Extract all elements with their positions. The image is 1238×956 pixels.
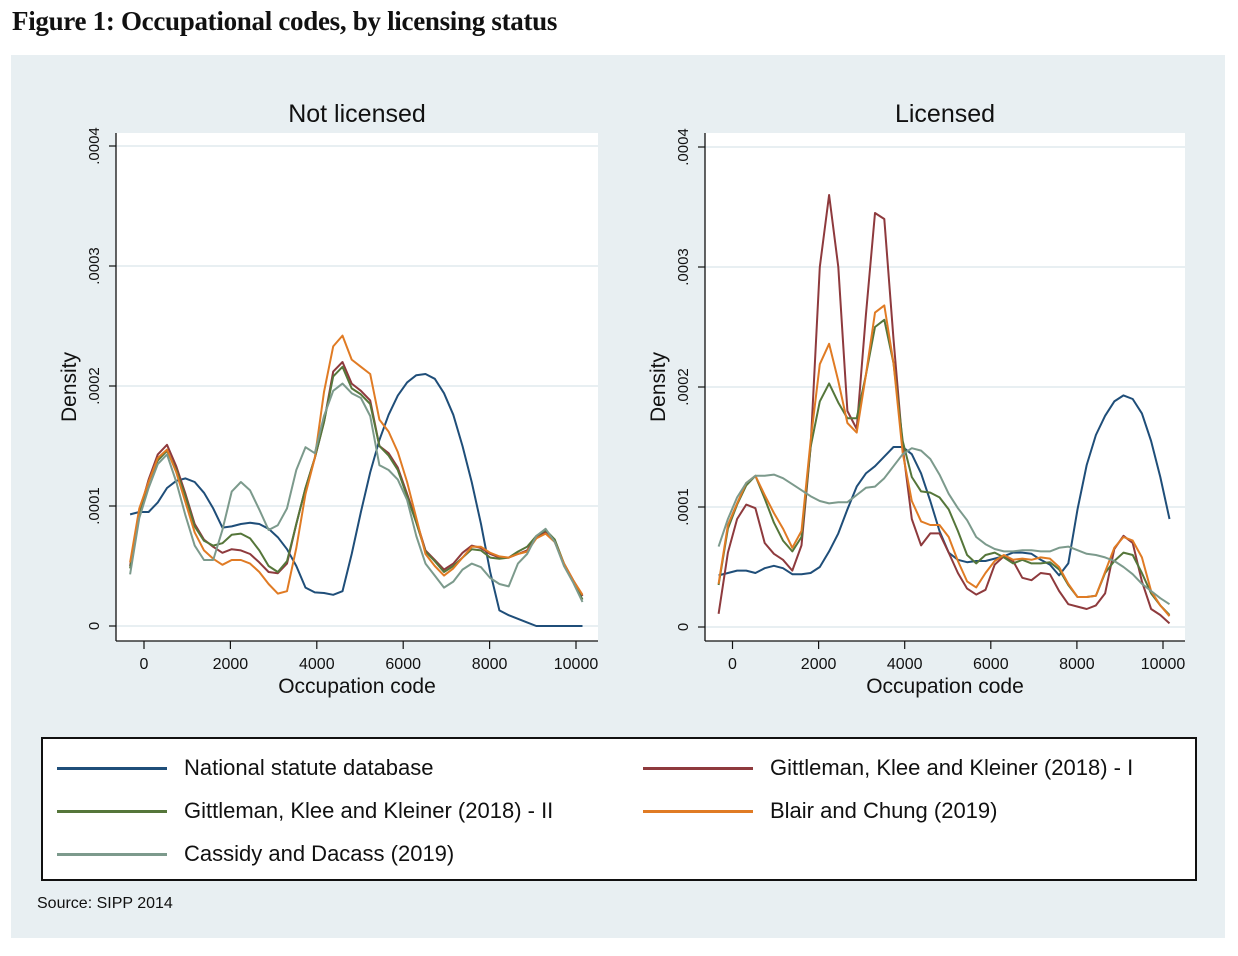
licensed-x-axis-title: Occupation code	[866, 675, 1024, 698]
licensed-ytick-label: .0002	[675, 368, 692, 406]
legend-label: Blair and Chung (2019)	[770, 798, 998, 823]
licensed-xtick-label: 10000	[1141, 656, 1186, 673]
licensed-xtick-label: 8000	[1059, 656, 1095, 673]
not-licensed-xtick-label: 2000	[213, 656, 249, 673]
legend-label: National statute database	[184, 755, 434, 780]
licensed-ytick-label: .0004	[675, 128, 692, 166]
legend-label: Gittleman, Klee and Kleiner (2018) - I	[770, 755, 1134, 780]
licensed-xtick-label: 2000	[801, 656, 837, 673]
legend-item-blair-chung: Blair and Chung (2019)	[643, 796, 997, 826]
not-licensed-xtick-label: 0	[140, 656, 149, 673]
licensed-xtick-label: 4000	[887, 656, 923, 673]
not-licensed-xtick-label: 8000	[472, 656, 508, 673]
source-note: Source: SIPP 2014	[37, 895, 173, 912]
legend-label: Cassidy and Dacass (2019)	[184, 841, 455, 866]
not-licensed-xtick-label: 4000	[299, 656, 335, 673]
legend: National statute database Gittleman, Kle…	[41, 737, 1197, 881]
licensed-series-gittleman-klee-and-kleiner-2018-i	[717, 194, 1171, 625]
not-licensed-ytick-label: .0004	[86, 127, 103, 165]
legend-item-gkk-ii: Gittleman, Klee and Kleiner (2018) - II	[57, 796, 553, 826]
legend-swatch-gkk-ii	[57, 809, 167, 813]
licensed-xtick-label: 0	[728, 656, 737, 673]
licensed-subplot-title: Licensed	[895, 100, 995, 128]
not-licensed-x-axis-title: Occupation code	[278, 675, 436, 698]
not-licensed-ytick-label: .0001	[86, 487, 103, 525]
not-licensed-subplot-title: Not licensed	[288, 100, 426, 128]
licensed-ytick-label: .0001	[675, 488, 692, 526]
not-licensed-xtick-label: 10000	[554, 656, 599, 673]
legend-swatch-blair-chung	[643, 809, 753, 813]
legend-swatch-gkk-i	[643, 766, 753, 770]
not-licensed-y-axis-title: Density	[58, 351, 81, 422]
licensed-series-cassidy-and-dacass-2019	[717, 447, 1171, 606]
legend-item-gkk-i: Gittleman, Klee and Kleiner (2018) - I	[643, 753, 1133, 783]
licensed-series-blair-and-chung-2019	[717, 304, 1171, 617]
legend-swatch-national-statute	[57, 766, 167, 770]
not-licensed-series-blair-and-chung-2019	[129, 334, 584, 596]
not-licensed-xtick-label: 6000	[385, 656, 421, 673]
not-licensed-ytick-label: .0003	[86, 247, 103, 285]
not-licensed-ytick-label: .0002	[86, 367, 103, 405]
legend-swatch-cassidy-dacass	[57, 852, 167, 856]
not-licensed-series-national-statute-database	[129, 373, 583, 627]
figure-title: Figure 1: Occupational codes, by licensi…	[12, 6, 558, 36]
licensed-y-axis-title: Density	[647, 351, 670, 422]
legend-item-cassidy-dacass: Cassidy and Dacass (2019)	[57, 839, 454, 869]
not-licensed-series-cassidy-and-dacass-2019	[129, 382, 584, 603]
licensed-ytick-label: .0003	[675, 248, 692, 286]
legend-item-national-statute: National statute database	[57, 753, 434, 783]
licensed-xtick-label: 6000	[973, 656, 1009, 673]
legend-label: Gittleman, Klee and Kleiner (2018) - II	[184, 798, 554, 823]
licensed-ytick-label: 0	[675, 623, 692, 631]
not-licensed-ytick-label: 0	[86, 622, 103, 630]
